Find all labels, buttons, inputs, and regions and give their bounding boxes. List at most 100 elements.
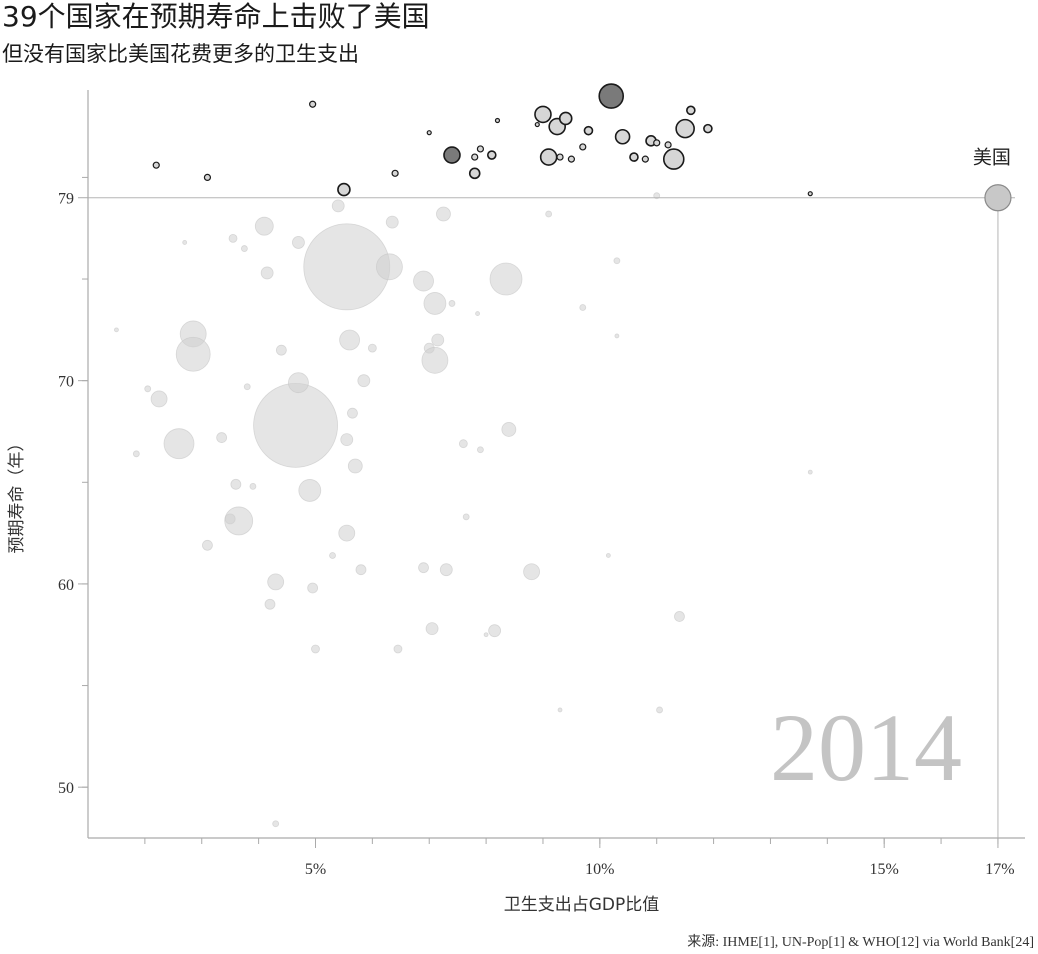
country-bubble-53 xyxy=(462,513,470,521)
country-bubble-7 xyxy=(182,240,188,245)
highlighted-countries-bubbles xyxy=(152,83,1012,212)
country-bubble-66 xyxy=(656,706,663,714)
highlighted-country-bubble-9 xyxy=(468,167,481,180)
highlighted-country-bubble-32 xyxy=(807,191,813,197)
highlighted-country-bubble-19 xyxy=(579,143,587,151)
country-bubble-15 xyxy=(243,383,251,391)
chart-labels: 美国 50 60 70 79 5% 10% 15% 17% 卫生支出占GDP比值 预期寿命（年） xyxy=(7,147,1015,915)
highlighted-country-bubble-21 xyxy=(598,83,625,109)
highlighted-country-bubble-1 xyxy=(203,173,212,182)
country-bubble-23 xyxy=(292,236,305,249)
highlighted-country-bubble-11 xyxy=(494,117,501,124)
country-bubble-52 xyxy=(458,439,468,449)
country-bubble-58 xyxy=(489,262,523,296)
country-bubble-36 xyxy=(355,564,367,576)
highlighted-country-bubble-23 xyxy=(629,152,639,162)
country-bubble-14 xyxy=(240,245,248,252)
highlighted-country-bubble-30 xyxy=(686,105,696,116)
country-bubble-48 xyxy=(431,333,445,347)
y-tick-label: 60 xyxy=(58,577,74,594)
country-bubble-6 xyxy=(175,336,211,372)
country-bubble-12 xyxy=(230,478,242,490)
country-bubble-41 xyxy=(393,644,403,654)
x-tick-label: 5% xyxy=(305,861,326,878)
highlighted-country-bubble-20 xyxy=(583,125,594,136)
x-tick-label: 15% xyxy=(870,861,899,878)
highlighted-country-bubble-28 xyxy=(662,148,685,170)
country-bubble-46 xyxy=(421,346,449,374)
country-bubble-0 xyxy=(114,327,119,333)
country-bubble-22 xyxy=(253,382,338,468)
country-bubble-16 xyxy=(249,482,257,490)
country-bubble-31 xyxy=(340,433,354,447)
highlighted-country-bubble-31 xyxy=(703,123,713,134)
highlighted-country-bubble-5 xyxy=(426,130,432,136)
highlighted-country-bubble-22 xyxy=(614,128,631,145)
country-bubble-20 xyxy=(267,573,285,591)
highlighted-country-bubble-27 xyxy=(664,141,672,149)
country-bubble-32 xyxy=(338,524,356,542)
country-bubble-47 xyxy=(423,292,447,315)
country-bubble-51 xyxy=(448,300,456,307)
y-tick-label: 70 xyxy=(58,374,74,391)
highlighted-country-bubble-6 xyxy=(443,146,461,164)
highlighted-country-bubble-24 xyxy=(641,155,649,163)
year-label: 2014 xyxy=(770,694,962,801)
country-bubble-1 xyxy=(132,450,140,458)
highlighted-country-bubble-16 xyxy=(556,153,564,161)
country-bubble-13 xyxy=(224,506,254,536)
highlighted-country-bubble-17 xyxy=(558,111,573,126)
country-bubble-67 xyxy=(674,611,685,622)
country-bubble-63 xyxy=(613,257,621,265)
country-bubble-35 xyxy=(347,458,363,474)
country-bubble-4 xyxy=(163,428,195,460)
highlighted-country-bubble-2 xyxy=(309,100,317,108)
country-bubble-39 xyxy=(376,253,403,281)
x-tick-label: 10% xyxy=(585,861,614,878)
country-bubble-70 xyxy=(272,820,280,828)
country-bubble-64 xyxy=(614,333,620,339)
y-axis-title: 预期寿命（年） xyxy=(7,435,27,554)
highlighted-country-bubble-10 xyxy=(486,150,497,160)
country-bubble-55 xyxy=(477,446,484,454)
country-bubble-49 xyxy=(436,206,451,222)
country-bubble-43 xyxy=(418,562,429,574)
highlighted-country-bubble-12 xyxy=(534,121,540,128)
usa-bubble xyxy=(984,184,1012,212)
highlighted-country-bubble-18 xyxy=(567,155,576,163)
country-bubble-50 xyxy=(439,563,453,577)
country-bubble-26 xyxy=(307,582,319,594)
country-bubble-40 xyxy=(385,215,399,229)
country-bubble-29 xyxy=(331,199,345,213)
usa-annotation: 美国 xyxy=(973,147,1011,169)
y-tick-label: 79 xyxy=(58,191,74,208)
country-bubble-65 xyxy=(605,553,611,558)
highlighted-country-bubble-8 xyxy=(476,145,485,153)
country-bubble-27 xyxy=(311,644,320,654)
chart-title: 39个国家在预期寿命上击败了美国 xyxy=(2,0,430,33)
country-bubble-19 xyxy=(264,598,276,610)
country-bubble-57 xyxy=(488,624,502,638)
country-bubble-69 xyxy=(807,469,813,475)
country-bubble-17 xyxy=(254,216,274,236)
country-bubble-62 xyxy=(579,304,587,311)
highlighted-country-bubble-0 xyxy=(152,161,160,169)
reference-lines xyxy=(88,197,1015,838)
highlighted-country-bubble-7 xyxy=(471,153,479,161)
highlighted-country-bubble-3 xyxy=(337,182,351,197)
country-bubble-33 xyxy=(339,329,361,351)
y-tick-label: 50 xyxy=(58,780,74,797)
highlighted-country-bubble-4 xyxy=(391,169,399,177)
highlighted-country-bubble-14 xyxy=(539,148,558,166)
country-bubble-11 xyxy=(228,233,238,243)
country-bubble-21 xyxy=(275,344,287,356)
highlighted-country-bubble-26 xyxy=(653,139,661,147)
country-bubble-59 xyxy=(501,422,517,437)
country-bubble-61 xyxy=(545,210,553,218)
country-bubble-8 xyxy=(202,539,213,551)
country-bubble-71 xyxy=(557,707,563,713)
country-bubble-3 xyxy=(150,390,168,408)
country-bubble-56 xyxy=(483,632,489,638)
x-tick-label: 17% xyxy=(985,861,1014,878)
